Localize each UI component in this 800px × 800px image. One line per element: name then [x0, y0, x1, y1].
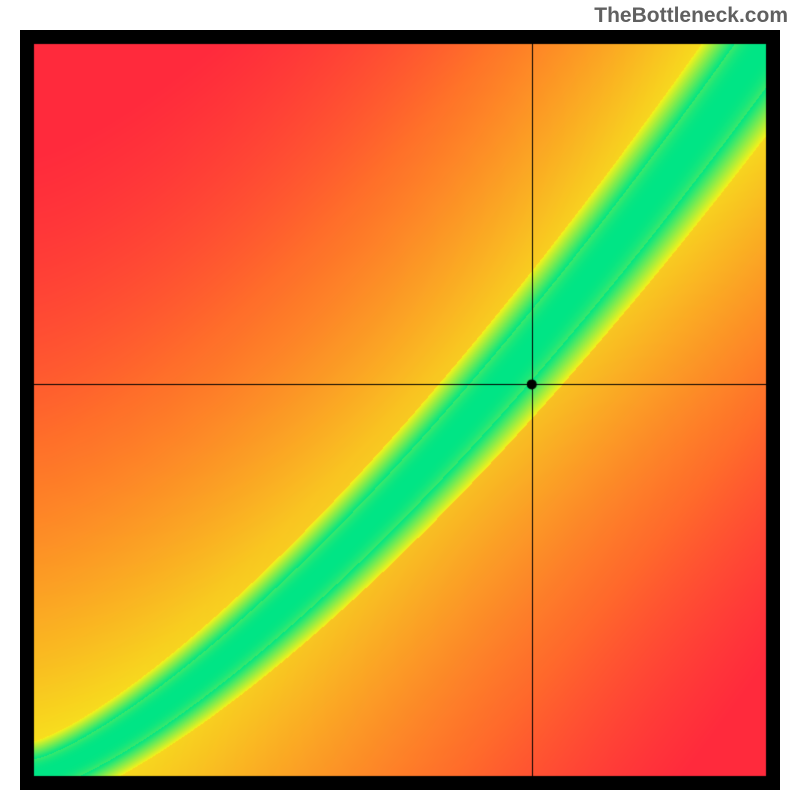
plot-frame	[20, 30, 780, 790]
chart-container: TheBottleneck.com	[0, 0, 800, 800]
watermark-text: TheBottleneck.com	[594, 4, 788, 28]
bottleneck-heatmap	[20, 30, 780, 790]
